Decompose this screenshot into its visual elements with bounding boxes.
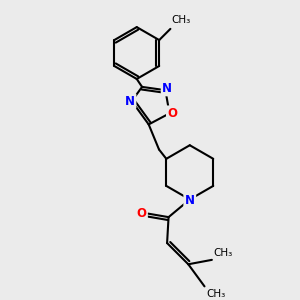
Text: CH₃: CH₃ [214, 248, 233, 258]
Text: N: N [162, 82, 172, 95]
Text: N: N [125, 94, 135, 108]
Text: O: O [136, 207, 146, 220]
Text: N: N [185, 194, 195, 207]
Text: O: O [167, 107, 177, 120]
Text: CH₃: CH₃ [172, 15, 191, 25]
Text: CH₃: CH₃ [206, 289, 226, 299]
